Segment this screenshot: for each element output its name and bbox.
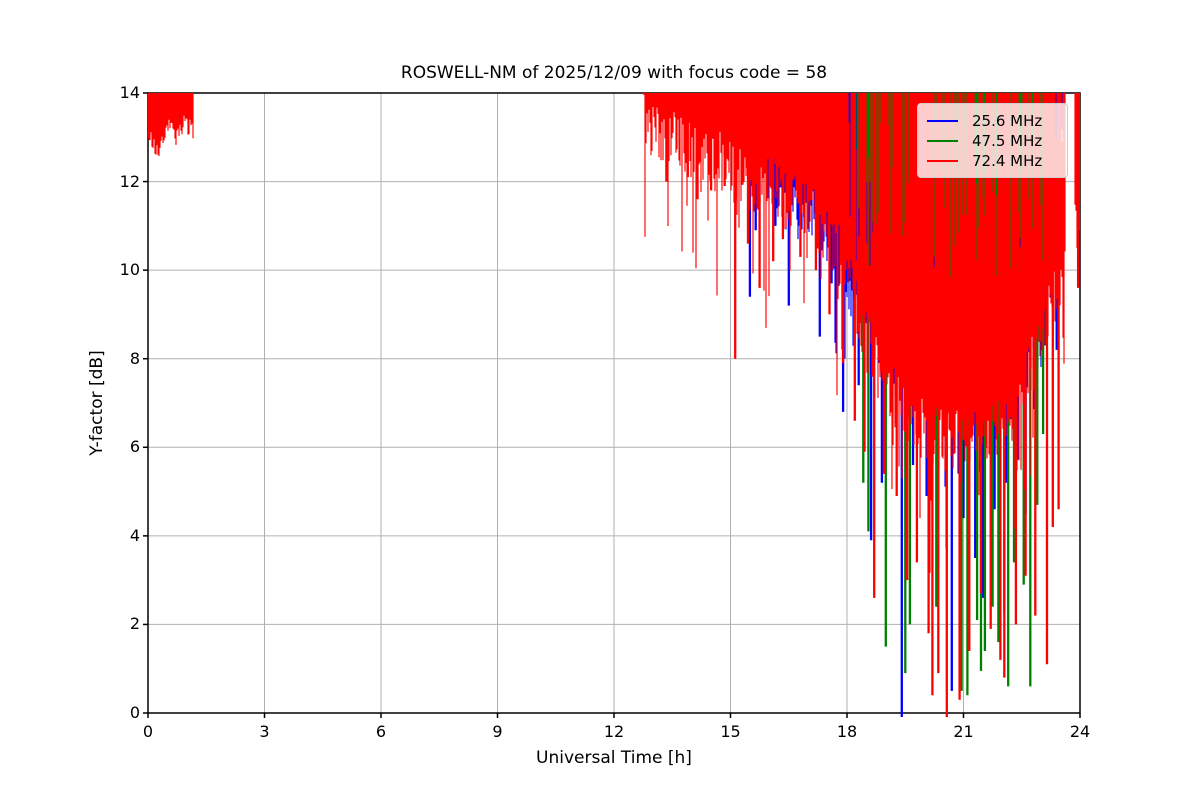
legend-label: 25.6 MHz [972,111,1043,130]
legend-line-swatch-red [927,159,958,162]
x-tick-label: 0 [142,722,154,741]
legend-item: 25.6 MHz [927,111,1057,130]
legend: 25.6 MHz 47.5 MHz 72.4 MHz [917,103,1068,178]
y-tick-label: 12 [119,171,140,191]
data-series [148,92,1080,717]
y-tick-label: 4 [129,525,140,545]
y-tick-label: 14 [119,83,140,102]
legend-label: 47.5 MHz [972,131,1043,150]
x-tick-label: 21 [953,722,974,741]
y-tick-label: 2 [129,614,140,634]
axis-tick-marks [143,92,1081,718]
x-axis-label: Universal Time [h] [536,748,692,768]
y-axis-label: Y-factor [dB] [87,350,107,456]
y-tick-label: 8 [129,348,140,368]
x-tick-label: 24 [1069,722,1091,741]
series-72.4-mhz [148,92,1080,717]
x-tick-label: 9 [492,722,503,741]
legend-label: 72.4 MHz [972,151,1043,170]
y-tick-label: 6 [129,437,140,457]
legend-item: 47.5 MHz [927,131,1057,150]
x-tick-label: 3 [259,722,270,741]
x-tick-label: 18 [836,722,858,741]
y-tick-label: 0 [129,703,140,722]
chart-title: ROSWELL-NM of 2025/12/09 with focus code… [400,63,828,83]
x-tick-label: 12 [603,722,625,741]
y-tick-label: 10 [119,260,140,280]
x-tick-label: 6 [375,722,387,741]
x-tick-label: 15 [720,722,741,741]
legend-line-swatch-green [927,139,958,142]
legend-line-swatch-blue [927,119,958,122]
legend-item: 72.4 MHz [927,151,1057,170]
